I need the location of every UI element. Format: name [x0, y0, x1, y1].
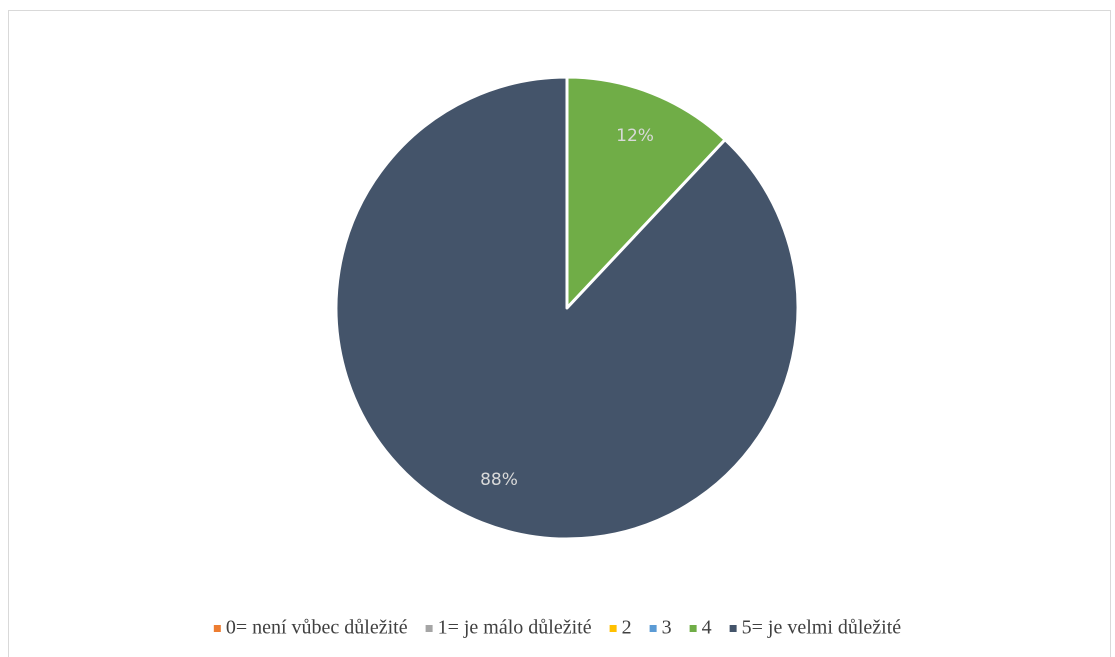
legend-marker [649, 625, 657, 632]
pie-slice [334, 75, 800, 541]
legend-label: 3 [662, 617, 672, 639]
legend-label: 2 [622, 617, 632, 639]
pie-slice [565, 75, 727, 310]
legend-marker [689, 625, 697, 632]
legend-marker [425, 625, 433, 632]
data-label: 88% [480, 470, 518, 490]
data-label: 12% [616, 126, 654, 146]
legend-label: 5= je velmi důležité [742, 617, 902, 639]
legend-marker [729, 625, 737, 632]
legend-label: 4 [702, 617, 712, 639]
legend-marker [609, 625, 617, 632]
pie: 12% 88% [334, 75, 800, 541]
legend: 0= není vůbec důležité 1= je málo důležit… [213, 617, 902, 639]
legend-label: 1= je málo důležité [438, 617, 592, 639]
legend-label: 0= není vůbec důležité [226, 617, 408, 639]
legend-marker [213, 625, 221, 632]
